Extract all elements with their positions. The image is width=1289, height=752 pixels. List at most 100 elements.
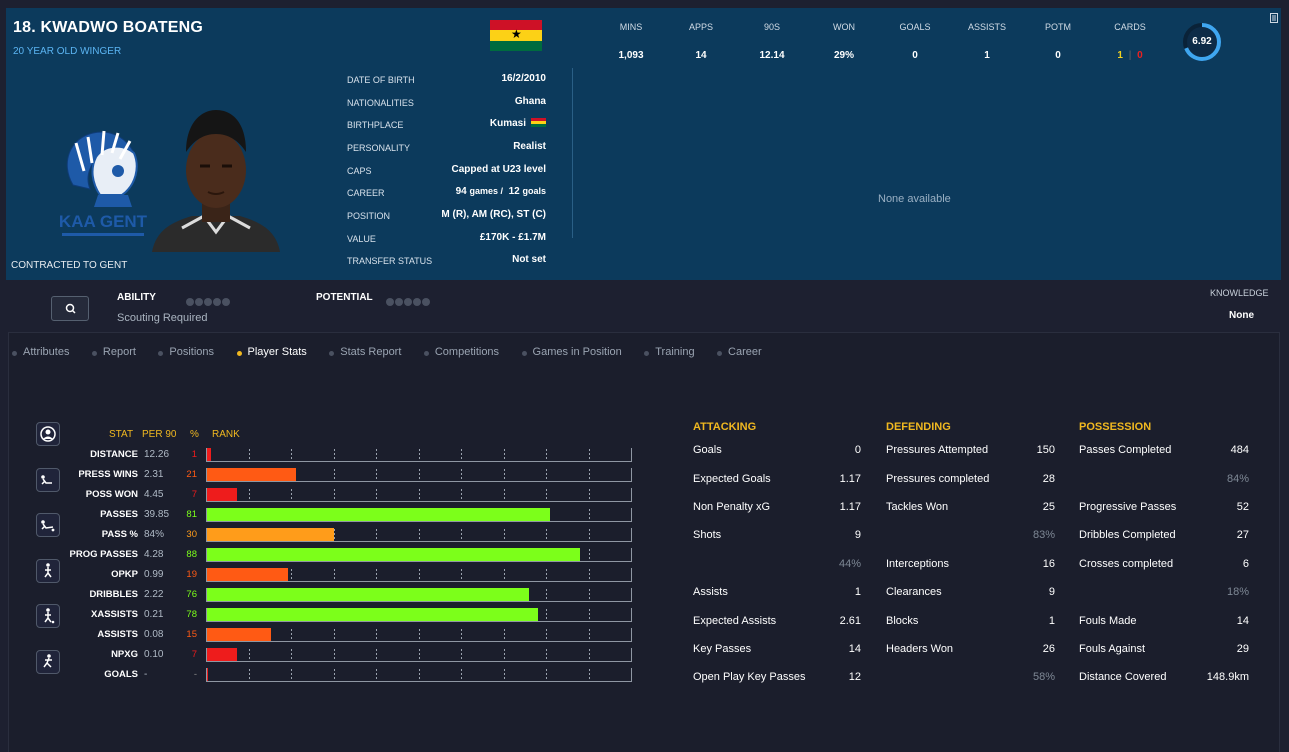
tab-competitions[interactable]: Competitions	[423, 346, 499, 358]
ability-stars	[186, 293, 231, 311]
bar-tick	[461, 489, 462, 499]
table-row-value: 9	[1048, 586, 1055, 598]
tab-attributes[interactable]: Attributes	[12, 346, 69, 358]
table-row-label: Headers Won	[886, 643, 954, 655]
table-row-value: 12	[848, 671, 861, 683]
detail-value[interactable]: Kumasi	[490, 117, 546, 129]
bar-tick	[376, 669, 377, 679]
rank-bar[interactable]	[207, 568, 288, 581]
table-row-value: 83%	[1032, 529, 1055, 541]
tab-report[interactable]: Report	[91, 346, 136, 358]
category-creativity-icon[interactable]	[36, 604, 60, 628]
player-portrait	[152, 110, 280, 252]
bar-tick	[631, 668, 632, 681]
rank-bar[interactable]	[207, 548, 580, 561]
stat-row-label: DRIBBLES	[89, 589, 138, 600]
rank-bar[interactable]	[207, 488, 237, 501]
bar-tick	[589, 609, 590, 619]
table-row-value: 1.17	[839, 501, 861, 513]
category-general-icon[interactable]	[36, 422, 60, 446]
tab-stats-report[interactable]: Stats Report	[329, 346, 401, 358]
detail-row-caps: CAPS Capped at U23 level	[346, 162, 546, 182]
stat-value: 14	[695, 50, 707, 61]
category-attacking-icon[interactable]	[36, 650, 60, 674]
bar-tick	[504, 569, 505, 579]
career-games: 94	[455, 186, 467, 197]
bar-tick	[291, 489, 292, 499]
bar-tick	[419, 629, 420, 639]
bar-track	[206, 528, 632, 542]
bar-tick	[291, 449, 292, 459]
bar-tick	[631, 468, 632, 481]
table-row-value: 84%	[1226, 473, 1249, 485]
rank-bar[interactable]	[207, 648, 237, 661]
rank-bar[interactable]	[207, 628, 271, 641]
stat-apps: APPS 14	[666, 17, 736, 61]
search-button[interactable]	[51, 296, 89, 321]
bar-tick	[206, 648, 207, 661]
table-row-value: 26	[1042, 643, 1055, 655]
tab-training[interactable]: Training	[644, 346, 695, 358]
knowledge-value: None	[1229, 310, 1254, 321]
tab-positions[interactable]: Positions	[158, 346, 214, 358]
bar-tick	[504, 469, 505, 479]
tab-career[interactable]: Career	[717, 346, 762, 358]
bar-tick	[589, 569, 590, 579]
bar-tick	[206, 628, 207, 641]
bar-tick	[461, 569, 462, 579]
stat-row-percentile: 30	[186, 529, 197, 540]
table-row-label: Progressive Passes	[1079, 501, 1177, 513]
rank-bar[interactable]	[207, 588, 529, 601]
table-row-value: 1.17	[839, 473, 861, 485]
bar-tick	[546, 609, 547, 619]
bar-tick	[546, 449, 547, 459]
tab-games-in-position[interactable]: Games in Position	[521, 346, 622, 358]
stat-row-percentile: 21	[186, 469, 197, 480]
stat-row-per90: 2.22	[144, 589, 164, 600]
category-defending-icon[interactable]	[36, 468, 60, 492]
main-panel	[8, 332, 1280, 752]
rank-bar[interactable]	[207, 528, 334, 541]
rank-bar[interactable]	[207, 468, 296, 481]
category-tackle-icon[interactable]	[36, 513, 60, 537]
rank-bar[interactable]	[207, 448, 211, 461]
rank-bar[interactable]	[207, 508, 550, 521]
bar-tick	[206, 568, 207, 581]
table-row-value: 9	[854, 529, 861, 541]
bar-tick	[419, 469, 420, 479]
detail-label: NATIONALITIES	[347, 98, 414, 108]
detail-row-birthplace: BIRTHPLACE Kumasi	[346, 116, 546, 136]
detail-value[interactable]: Ghana	[514, 96, 546, 107]
club-crest-icon[interactable]: KAA GENT	[48, 123, 158, 248]
stat-row-percentile: -	[193, 669, 197, 680]
category-passing-icon[interactable]	[36, 559, 60, 583]
table-title-possession: POSSESSION	[1079, 421, 1152, 433]
stat-row-percentile: 88	[186, 549, 197, 560]
stat-row-percentile: 15	[186, 629, 197, 640]
detail-value: 94 games / 12 goals	[456, 186, 546, 197]
rank-bar[interactable]	[207, 608, 538, 621]
chart-header-pct: %	[190, 429, 199, 440]
chart-header-stat: STAT	[109, 429, 134, 440]
table-row-value: 150	[1036, 444, 1055, 456]
table-title-defending: DEFENDING	[886, 421, 951, 433]
tab-player-stats[interactable]: Player Stats	[236, 346, 307, 358]
detail-row-transfer-status: TRANSFER STATUS Not set	[346, 252, 546, 272]
stat-row-percentile: 7	[191, 489, 197, 500]
table-row-value: 18%	[1226, 586, 1249, 598]
document-icon[interactable]	[1270, 13, 1278, 23]
detail-label: CAREER	[347, 188, 385, 198]
bar-tick	[631, 548, 632, 561]
stat-value: 1	[984, 50, 990, 61]
detail-value: £170K - £1.7M	[479, 232, 546, 243]
table-row-label: Blocks	[886, 615, 919, 627]
ability-label: ABILITY	[117, 292, 156, 303]
stat-row-percentile: 7	[191, 649, 197, 660]
table-row-label: Key Passes	[693, 643, 752, 655]
table-row-value: 148.9km	[1206, 671, 1249, 683]
bar-tick	[504, 629, 505, 639]
rank-bar[interactable]	[207, 668, 208, 681]
bar-tick	[206, 608, 207, 621]
table-row-value: 27	[1236, 529, 1249, 541]
detail-row-value: VALUE £170K - £1.7M	[346, 230, 546, 250]
